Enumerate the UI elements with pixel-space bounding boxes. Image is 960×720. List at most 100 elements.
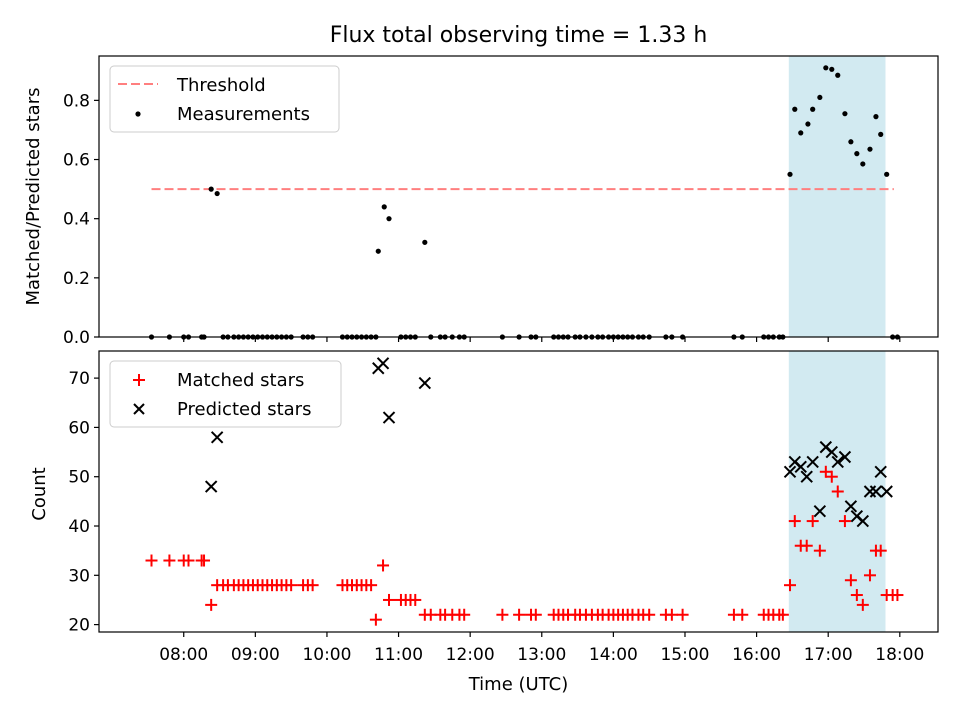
x-tick-label: 12:00	[446, 645, 495, 665]
x-tick-label: 13:00	[517, 645, 566, 665]
measurement-point	[214, 190, 220, 197]
matched-star-point	[825, 470, 838, 483]
predicted-star-point	[880, 485, 893, 498]
x-tick-label: 11:00	[374, 645, 423, 665]
measurement-point	[878, 131, 884, 137]
predicted-star-point	[783, 465, 797, 478]
measurement-point	[375, 248, 381, 254]
x-tick-label: 10:00	[302, 645, 351, 665]
ratio-y-tick-label: 0.0	[63, 328, 90, 348]
measurement-point	[386, 216, 392, 222]
matched-star-point	[874, 544, 887, 557]
matched-star-point	[383, 593, 396, 606]
legend-predicted-label: Predicted stars	[177, 399, 311, 420]
matched-star-point	[813, 544, 826, 557]
matched-star-point	[163, 554, 176, 567]
measurement-point	[787, 171, 793, 177]
observing-window-shade	[788, 56, 886, 337]
ratio-plot-frame	[98, 55, 939, 338]
x-tick-label: 18:00	[875, 645, 924, 665]
matched-star-point	[369, 613, 382, 626]
matched-star-point	[496, 608, 509, 621]
matched-star-point	[182, 554, 195, 567]
x-tick-label: 14:00	[589, 645, 638, 665]
matched-star-point	[377, 559, 390, 572]
count-y-tick-label: 50	[68, 468, 90, 488]
measurement-point	[867, 146, 873, 152]
matched-star-point	[529, 608, 542, 621]
x-tick-label: 08:00	[159, 645, 208, 665]
ratio-y-axis-label: Matched/Predicted stars	[23, 88, 44, 306]
ratio-legend: Threshold Measurements	[109, 65, 340, 133]
ratio-y-tick-label: 0.8	[63, 91, 90, 111]
count-plot-frame	[98, 350, 939, 633]
count-y-tick-label: 20	[68, 616, 90, 636]
matched-star-point	[409, 593, 422, 606]
legend-predicted-swatch	[133, 403, 145, 415]
count-legend-box	[109, 360, 342, 428]
ratio-y-tick-label: 0.2	[63, 269, 90, 289]
count-legend: Matched stars Predicted stars	[109, 360, 342, 428]
measurement-point	[829, 66, 835, 72]
matched-star-point	[856, 598, 869, 611]
matched-star-point	[736, 608, 749, 621]
matched-star-point	[643, 608, 656, 621]
matched-star-point	[776, 608, 789, 621]
measurement-point	[842, 111, 848, 117]
predicted-star-point	[874, 465, 887, 478]
x-tick-label: 16:00	[732, 645, 781, 665]
matched-star-point	[205, 598, 218, 611]
measurement-point	[854, 151, 860, 157]
matched-star-point	[458, 608, 471, 621]
x-axis-label: Time (UTC)	[468, 674, 569, 695]
matched-star-point	[891, 589, 904, 602]
measurement-point	[848, 139, 854, 145]
legend-matched-swatch	[133, 374, 145, 386]
matched-star-point	[863, 569, 876, 582]
predicted-star-point	[825, 445, 838, 459]
measurement-point	[798, 130, 804, 136]
measurement-point	[792, 106, 798, 112]
count-y-tick-label: 60	[68, 418, 90, 438]
measurement-point	[835, 72, 841, 78]
predicted-star-point	[800, 470, 813, 483]
matched-star-point	[306, 579, 319, 592]
matched-star-point	[513, 608, 526, 621]
predicted-star-point	[794, 460, 807, 474]
matched-star-point	[365, 579, 378, 592]
matched-star-point	[838, 515, 851, 528]
chart-title: Flux total observing time = 1.33 h	[330, 23, 708, 48]
predicted-star-point	[806, 455, 819, 469]
count-y-tick-label: 30	[68, 566, 90, 586]
predicted-star-point	[838, 450, 852, 464]
matched-star-point	[800, 539, 813, 552]
count-panel: 20 30 40 50 60 70 08:00 09:00 10:00 11:00 12:00 13…	[29, 350, 939, 695]
matched-star-point	[145, 554, 158, 567]
measurement-point	[810, 106, 816, 112]
measurement-point	[873, 114, 879, 120]
predicted-star-point	[418, 376, 432, 390]
matched-star-point	[784, 579, 797, 592]
legend-measurement-swatch	[135, 111, 141, 117]
legend-measurements-label: Measurements	[177, 104, 310, 125]
ratio-panel: 0.00.20.40.60.8 Matched/Predicted stars …	[23, 55, 939, 348]
predicted-star-point	[844, 500, 858, 513]
measurement-point	[422, 239, 428, 245]
predicted-star-point	[831, 455, 844, 469]
measurement-point	[817, 94, 823, 101]
x-tick-label: 09:00	[231, 645, 280, 665]
measurement-point	[884, 171, 890, 177]
x-tick-label: 15:00	[660, 645, 709, 665]
predicted-star-point	[813, 505, 827, 518]
predicted-star-point	[856, 514, 870, 528]
measurement-point	[823, 65, 829, 71]
count-y-axis-label: Count	[29, 467, 50, 520]
matched-star-point	[676, 608, 689, 621]
measurement-point	[805, 121, 811, 127]
predicted-star-point	[210, 431, 224, 444]
ratio-y-tick-label: 0.4	[63, 210, 90, 230]
predicted-star-point	[376, 357, 390, 370]
legend-matched-label: Matched stars	[177, 370, 304, 391]
matched-star-point	[198, 554, 211, 567]
